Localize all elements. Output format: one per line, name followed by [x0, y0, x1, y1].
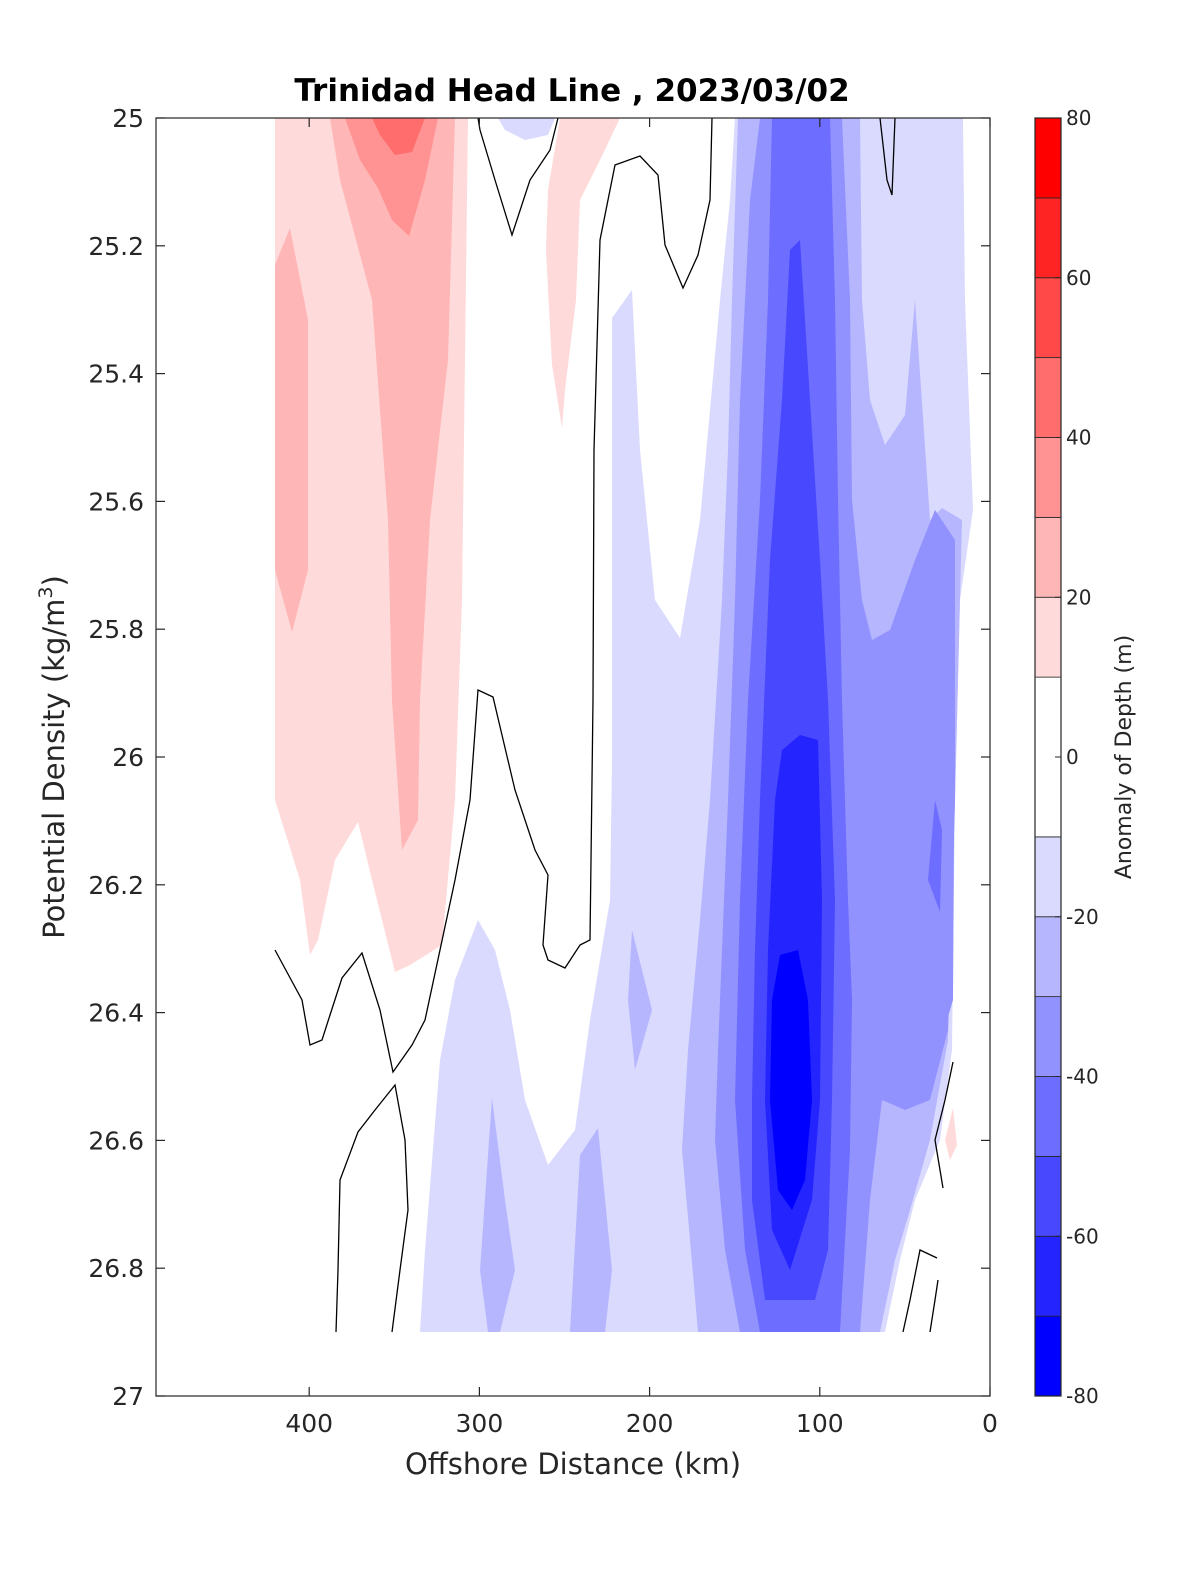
contour-level-pos10-east: [945, 1108, 957, 1160]
contour-level-neg70: [770, 950, 812, 1210]
y-axis-label-sup: 3: [35, 586, 57, 598]
contour-level-neg20-patch1: [628, 930, 652, 1070]
colorbar-swatch: [1034, 1235, 1062, 1317]
zero-contour-3: [335, 1083, 409, 1333]
y-tick-label: 25.6: [88, 487, 144, 516]
y-tick-label: 25.8: [88, 615, 144, 644]
colorbar-label: Anomaly of Depth (m): [1112, 635, 1137, 879]
colorbar-tick-label: 80: [1066, 106, 1091, 130]
y-tick-label: 26.4: [88, 999, 144, 1028]
colorbar-swatch: [1034, 596, 1062, 678]
colorbar-tick-label: -60: [1066, 1224, 1099, 1248]
colorbar-swatch: [1034, 916, 1062, 998]
colorbar-swatch: [1034, 197, 1062, 279]
contour-level-neg40-east: [880, 650, 955, 1060]
zero-contour-6: [902, 1249, 938, 1333]
colorbar-swatch: [1034, 357, 1062, 438]
zero-contour-2: [274, 118, 713, 1074]
contour-level-pos10b: [546, 118, 620, 428]
colorbar-swatch: [1034, 437, 1062, 518]
y-tick-label: 25.4: [88, 360, 144, 389]
colorbar-swatch: [1034, 836, 1062, 918]
colorbar-tick-label: 0: [1066, 745, 1079, 769]
colorbar-tick-label: -40: [1066, 1065, 1099, 1089]
y-tick-label: 26.8: [88, 1254, 144, 1283]
zero-contour-5: [934, 1061, 954, 1189]
y-tick-label: 26.2: [88, 871, 144, 900]
y-tick-label: 25.2: [88, 232, 144, 261]
y-axis-label-close: ): [37, 575, 71, 586]
y-axis: 25 25.2 25.4 25.6 25.8 26 26.2 26.4 26.6 26.8 27: [88, 104, 990, 1411]
zero-contour-lines: [274, 118, 954, 1333]
colorbar: 80 60 40 20 0 -20 -40 -60 -80: [1034, 106, 1099, 1408]
x-tick-label: 400: [285, 1409, 333, 1438]
x-tick-label: 0: [982, 1409, 998, 1438]
x-axis-label: Offshore Distance (km): [405, 1447, 741, 1481]
contour-level-pos20b: [330, 118, 455, 850]
y-axis-label-main: Potential Density (kg/m: [37, 599, 71, 939]
colorbar-swatch: [1034, 117, 1062, 199]
colorbar-tick-label: -20: [1066, 905, 1099, 929]
y-tick-label: 27: [112, 1382, 144, 1411]
contour-level-pos30: [345, 118, 438, 236]
colorbar-tick-label: 40: [1066, 426, 1091, 450]
zero-contour-1: [477, 118, 559, 238]
colorbar-swatch: [1034, 1155, 1062, 1237]
colorbar-tick-label: -80: [1066, 1384, 1099, 1408]
colorbar-swatch: [1034, 1076, 1062, 1157]
y-tick-label: 26.6: [88, 1126, 144, 1155]
contour-level-pos20: [275, 228, 308, 632]
contour-level-neg20-patch2: [480, 1098, 515, 1332]
x-tick-label: 200: [626, 1409, 674, 1438]
contour-fills: [275, 118, 973, 1332]
chart-title: Trinidad Head Line , 2023/03/02: [294, 73, 849, 109]
plot-area: 400 300 200 100 0 25 25.2 25.4 25.6 25.8 26 26.2 26…: [88, 104, 998, 1438]
colorbar-swatch: [1034, 277, 1062, 359]
contour-level-neg20-top: [498, 118, 555, 140]
y-tick-label: 25: [112, 104, 144, 133]
x-tick-label: 300: [456, 1409, 504, 1438]
contour-level-pos40: [372, 118, 425, 155]
colorbar-tick-label: 20: [1066, 585, 1091, 609]
y-tick-label: 26: [112, 743, 144, 772]
zero-contour-4: [879, 118, 896, 196]
colorbar-swatch: [1034, 1315, 1062, 1397]
contour-level-neg20-patch3: [570, 1128, 612, 1332]
colorbar-tick-label: 60: [1066, 266, 1091, 290]
x-axis: 400 300 200 100 0: [285, 118, 998, 1438]
colorbar-swatch: [1034, 516, 1062, 598]
y-axis-label: Potential Density (kg/m3): [35, 575, 71, 939]
colorbar-swatch: [1034, 996, 1062, 1077]
x-tick-label: 100: [796, 1409, 844, 1438]
contour-level-neg50-east: [928, 800, 942, 912]
zero-contour-7: [929, 1279, 939, 1333]
